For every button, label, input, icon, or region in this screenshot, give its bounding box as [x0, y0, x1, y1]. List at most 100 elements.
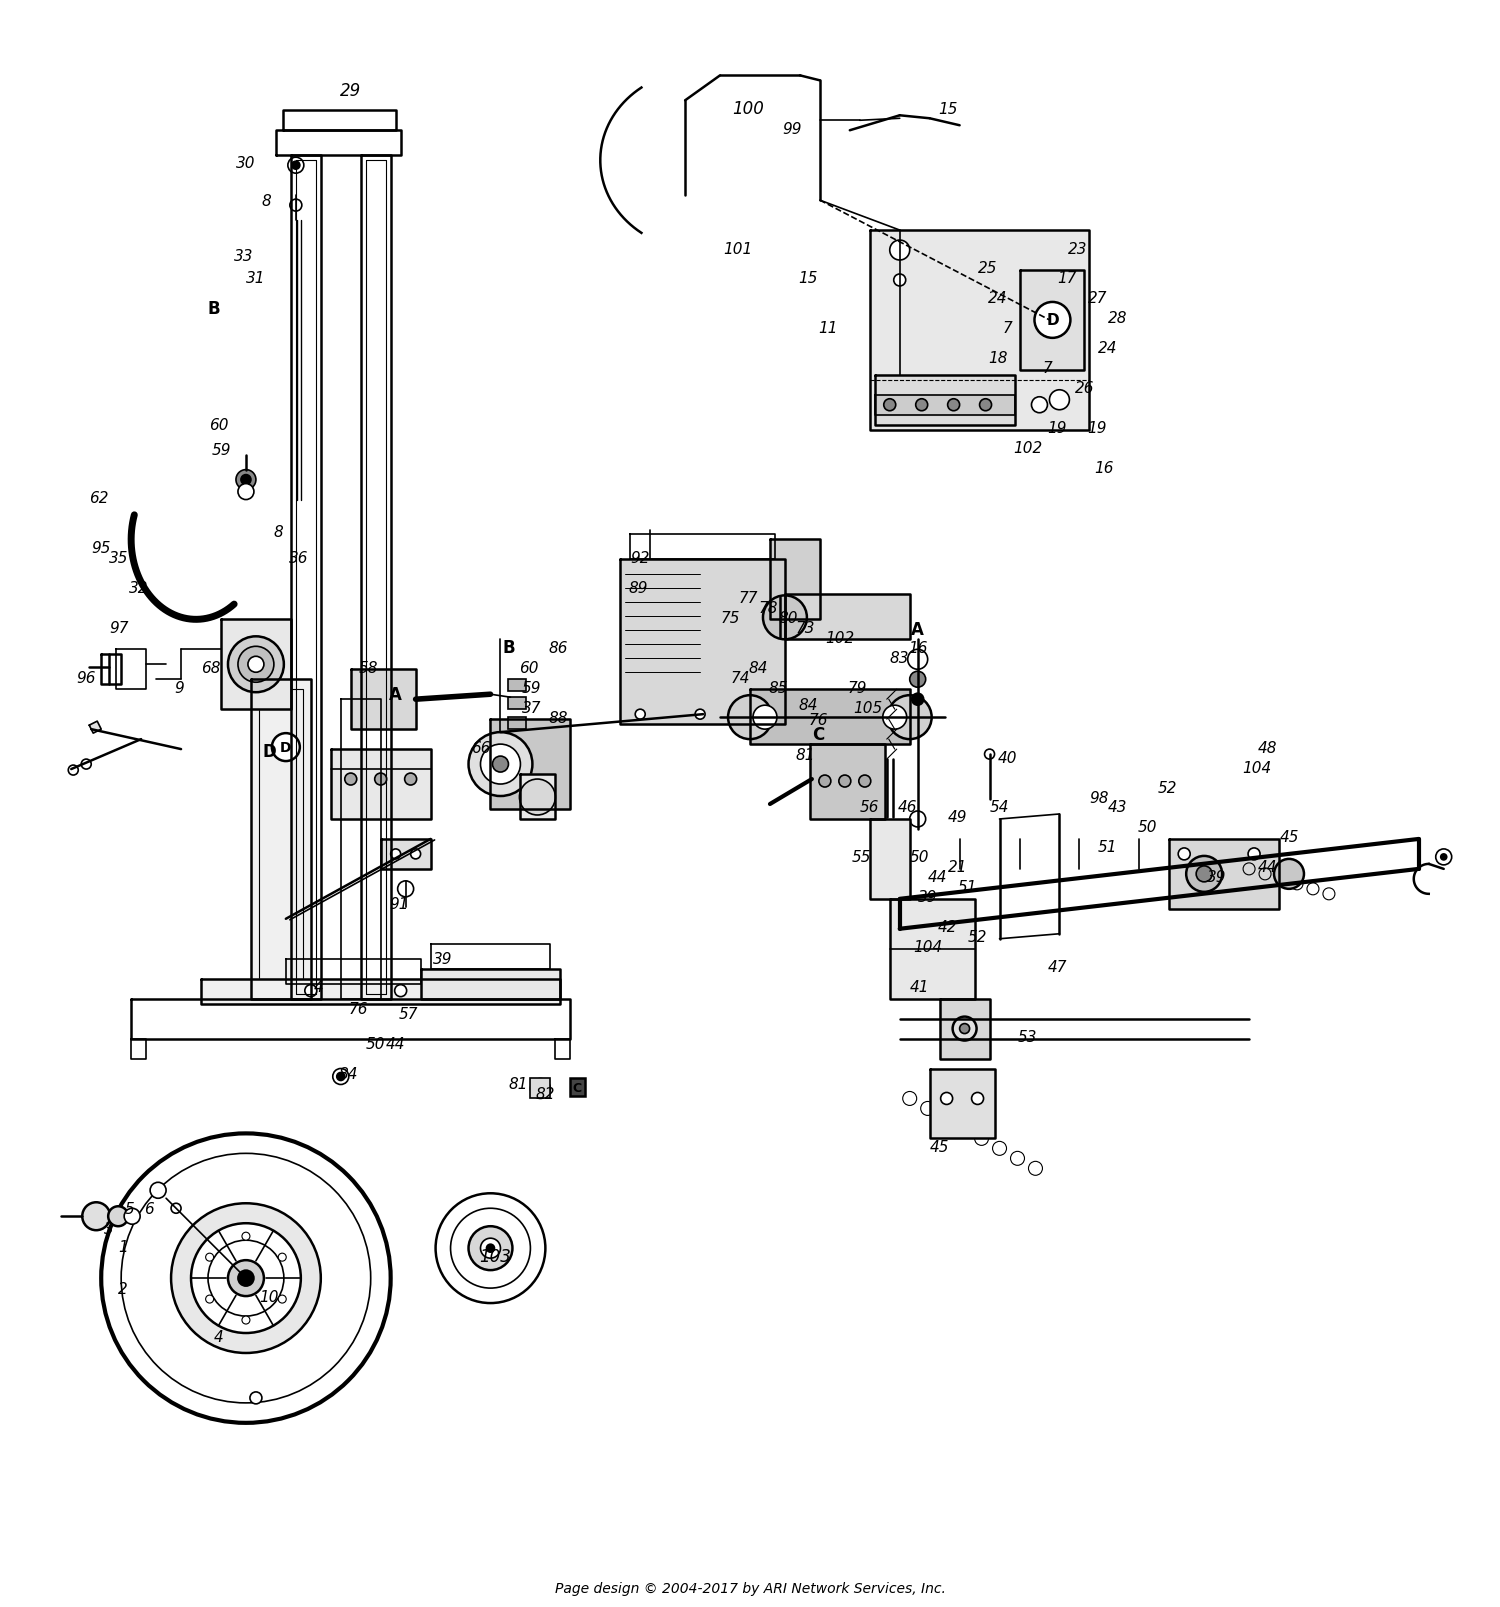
Polygon shape — [890, 900, 975, 1000]
Circle shape — [304, 985, 316, 996]
Text: 54: 54 — [990, 800, 1010, 815]
Text: 104: 104 — [1242, 760, 1272, 775]
Text: 16: 16 — [1095, 461, 1114, 476]
Circle shape — [124, 1208, 140, 1225]
Polygon shape — [381, 839, 430, 869]
Text: 77: 77 — [738, 590, 758, 606]
Bar — [260, 689, 303, 979]
Text: 95: 95 — [92, 540, 111, 556]
Circle shape — [1050, 391, 1070, 410]
Text: 16: 16 — [908, 641, 927, 656]
Circle shape — [486, 1244, 495, 1252]
Text: 92: 92 — [630, 551, 650, 566]
Circle shape — [888, 696, 932, 739]
Text: 73: 73 — [795, 620, 814, 635]
Polygon shape — [930, 1069, 994, 1139]
Text: 102: 102 — [825, 630, 855, 646]
Text: 84: 84 — [798, 697, 818, 712]
Polygon shape — [520, 775, 555, 820]
Circle shape — [228, 1260, 264, 1297]
Text: B: B — [503, 640, 515, 657]
Polygon shape — [201, 979, 561, 1004]
Circle shape — [345, 773, 357, 786]
Circle shape — [450, 1208, 531, 1289]
Text: 25: 25 — [978, 262, 998, 276]
Circle shape — [753, 705, 777, 730]
Text: 37: 37 — [522, 701, 542, 715]
Text: 84: 84 — [339, 1067, 358, 1082]
Text: 27: 27 — [1088, 291, 1107, 307]
Circle shape — [1186, 857, 1222, 892]
Text: 75: 75 — [720, 611, 740, 625]
Text: 58: 58 — [358, 660, 378, 675]
Text: 7: 7 — [1042, 362, 1053, 376]
Circle shape — [238, 1271, 254, 1286]
Text: 51: 51 — [958, 879, 978, 895]
Text: C: C — [573, 1082, 582, 1094]
Text: 39: 39 — [433, 951, 453, 966]
Circle shape — [272, 734, 300, 762]
Circle shape — [251, 1392, 262, 1405]
Circle shape — [634, 710, 645, 720]
Text: 49: 49 — [948, 810, 968, 824]
Circle shape — [288, 157, 304, 174]
Text: 80: 80 — [778, 611, 798, 625]
Text: 41: 41 — [910, 980, 930, 995]
Text: D: D — [262, 742, 276, 760]
Text: 50: 50 — [366, 1037, 386, 1051]
Text: 82: 82 — [536, 1086, 555, 1101]
Polygon shape — [874, 395, 1014, 416]
Text: 74: 74 — [730, 670, 750, 685]
Circle shape — [69, 765, 78, 776]
Circle shape — [531, 1078, 550, 1099]
Text: 6: 6 — [144, 1200, 154, 1216]
Text: 45: 45 — [1280, 829, 1299, 845]
Text: 33: 33 — [234, 249, 254, 264]
Text: 96: 96 — [76, 670, 96, 685]
Text: D: D — [280, 741, 291, 755]
Circle shape — [278, 1253, 286, 1261]
Polygon shape — [870, 820, 909, 900]
Text: 47: 47 — [1047, 959, 1066, 974]
Text: 5: 5 — [124, 1200, 134, 1216]
Text: 62: 62 — [90, 490, 110, 506]
Circle shape — [228, 636, 284, 693]
Circle shape — [150, 1183, 166, 1199]
Text: C: C — [812, 726, 824, 744]
Text: 81: 81 — [795, 747, 814, 762]
Text: 9: 9 — [174, 680, 184, 696]
Polygon shape — [784, 595, 909, 640]
Circle shape — [980, 400, 992, 411]
Polygon shape — [1020, 272, 1084, 371]
Text: 45: 45 — [930, 1139, 950, 1154]
Text: 43: 43 — [1107, 800, 1126, 815]
Text: Page design © 2004-2017 by ARI Network Services, Inc.: Page design © 2004-2017 by ARI Network S… — [555, 1581, 945, 1594]
Circle shape — [952, 1017, 976, 1041]
Text: 46: 46 — [898, 800, 918, 815]
Circle shape — [390, 850, 400, 860]
Text: 24: 24 — [1098, 341, 1118, 357]
Text: 21: 21 — [948, 860, 968, 874]
Text: 1: 1 — [118, 1239, 128, 1253]
Circle shape — [398, 881, 414, 897]
Circle shape — [206, 1253, 213, 1261]
Text: 98: 98 — [1089, 791, 1108, 805]
Circle shape — [884, 400, 896, 411]
Text: 59: 59 — [522, 680, 542, 696]
Bar — [509, 697, 526, 710]
Circle shape — [909, 812, 926, 828]
Circle shape — [209, 1241, 284, 1316]
Circle shape — [480, 1239, 501, 1258]
Circle shape — [890, 241, 909, 260]
Text: 35: 35 — [110, 551, 129, 566]
Polygon shape — [251, 680, 310, 1000]
Circle shape — [972, 1093, 984, 1104]
Text: 44: 44 — [928, 869, 948, 885]
Circle shape — [292, 162, 300, 170]
Circle shape — [940, 1093, 952, 1104]
Circle shape — [190, 1223, 302, 1334]
Circle shape — [394, 985, 406, 996]
Circle shape — [468, 1226, 513, 1271]
Polygon shape — [939, 1000, 990, 1059]
Circle shape — [248, 657, 264, 673]
